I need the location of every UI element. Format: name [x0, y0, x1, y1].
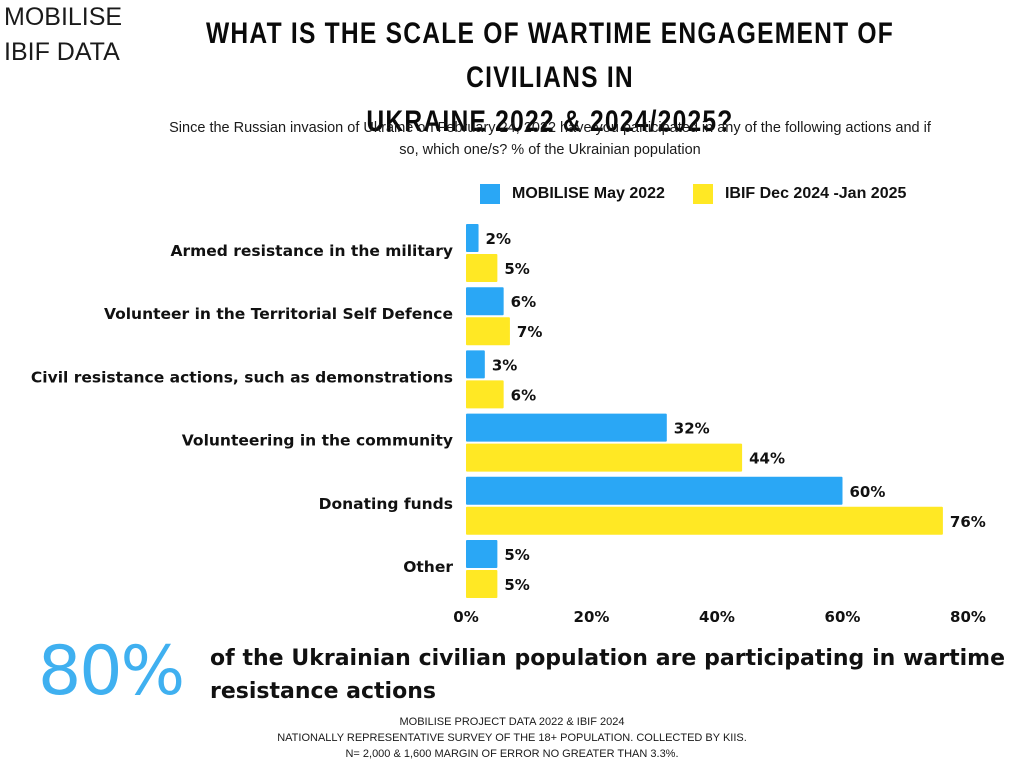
bar-mobilise: [466, 540, 498, 568]
chart-subtitle: Since the Russian invasion of Ukraine on…: [90, 117, 1010, 161]
data-label: 6%: [511, 293, 536, 311]
highlight-statement: of the Ukrainian civilian population are…: [210, 646, 1005, 704]
footer-line-3: N= 2,000 & 1,600 MARGIN OF ERROR NO GREA…: [345, 748, 679, 760]
chart-subtitle-line-2: so, which one/s? % of the Ukrainian popu…: [399, 142, 701, 158]
legend-swatch-yellow: [692, 184, 713, 204]
bar-mobilise: [466, 476, 843, 505]
data-label: 7%: [517, 323, 542, 341]
bar-ibif: [466, 380, 504, 409]
legend-item-ibif: IBIF Dec 2024 -Jan 2025: [692, 184, 907, 204]
x-tick-label: 0%: [453, 608, 478, 626]
category-label: Donating funds: [319, 495, 453, 513]
footer-line-1: MOBILISE PROJECT DATA 2022 & IBIF 2024: [399, 716, 625, 728]
footer-line-2: NATIONALLY REPRESENTATIVE SURVEY OF THE …: [277, 732, 747, 744]
data-label: 5%: [504, 576, 529, 594]
bar-ibif: [466, 317, 510, 346]
bar-ibif: [466, 570, 498, 598]
category-label: Volunteer in the Territorial Self Defenc…: [104, 305, 453, 323]
data-label: 3%: [492, 356, 517, 374]
bar-mobilise: [466, 350, 485, 379]
data-label: 5%: [504, 546, 529, 564]
x-tick-label: 20%: [574, 608, 610, 626]
x-tick-label: 60%: [825, 608, 861, 626]
chart-subtitle-line-1: Since the Russian invasion of Ukraine on…: [169, 120, 931, 136]
brand-logo-text: MOBILISE IBIF DATA: [4, 0, 122, 70]
category-label: Armed resistance in the military: [170, 242, 453, 260]
legend-item-mobilise: MOBILISE May 2022: [480, 184, 665, 204]
bar-ibif: [466, 443, 743, 472]
bar-ibif: [466, 254, 498, 282]
x-tick-label: 40%: [699, 608, 735, 626]
chart-title: WHAT IS THE SCALE OF WARTIME ENGAGEMENT …: [197, 12, 902, 144]
bar-mobilise: [466, 413, 667, 442]
data-label: 32%: [674, 420, 710, 438]
category-label: Volunteering in the community: [182, 432, 453, 450]
chart-legend: MOBILISE May 2022 IBIF Dec 2024 -Jan 202…: [480, 184, 934, 204]
bar-chart: Armed resistance in the military 2% 5% Volu…: [31, 224, 986, 626]
highlight-stat: 80%: [38, 632, 185, 711]
footer-notes: MOBILISE PROJECT DATA 2022 & IBIF 2024 N…: [0, 714, 1024, 762]
x-tick-label: 80%: [950, 608, 986, 626]
data-label: 2%: [486, 230, 511, 248]
bar-mobilise: [466, 287, 504, 316]
chart-title-line-2: UKRAINE 2022 & 2024/2025?: [366, 105, 734, 138]
legend-swatch-blue: [480, 184, 500, 204]
brand-line-2: IBIF DATA: [4, 38, 120, 66]
bar-mobilise: [466, 224, 479, 252]
category-label: Civil resistance actions, such as demons…: [31, 368, 453, 386]
bar-ibif: [466, 506, 943, 535]
category-label: Other: [403, 558, 453, 576]
data-label: 44%: [749, 450, 785, 468]
data-label: 6%: [511, 386, 536, 404]
data-label: 60%: [850, 483, 886, 501]
brand-line-1: MOBILISE: [4, 3, 123, 31]
chart-title-line-1: WHAT IS THE SCALE OF WARTIME ENGAGEMENT …: [205, 17, 895, 94]
legend-label-mobilise: MOBILISE May 2022: [512, 185, 665, 202]
data-label: 5%: [504, 260, 529, 278]
legend-label-ibif: IBIF Dec 2024 -Jan 2025: [724, 185, 907, 202]
data-label: 76%: [950, 513, 986, 531]
